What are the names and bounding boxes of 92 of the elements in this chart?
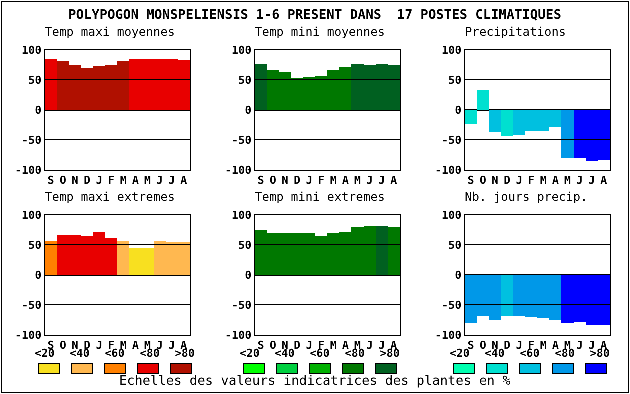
x-tick-label: M [330, 339, 338, 352]
y-tick-label: 100 [22, 208, 42, 222]
x-tick-label: A [390, 174, 398, 188]
chart-title: Nb. jours precip. [465, 190, 588, 204]
x-tick-label: D [294, 339, 301, 352]
y-tick-label: 0 [245, 268, 252, 282]
x-tick-label: N [492, 174, 499, 188]
x-tick-label: J [96, 339, 103, 352]
y-tick-label: 50 [28, 238, 42, 252]
text: Echelles des valeurs indicatrices des plantes en % [118, 374, 512, 389]
x-tick-label: J [96, 174, 103, 188]
x-tick-label: A [180, 174, 188, 188]
x-tick-label: A [132, 339, 140, 352]
x-tick-label: A [552, 174, 560, 188]
chart-title: Temp maxi extremes [45, 190, 176, 204]
x-tick-label: S [258, 174, 264, 188]
x-tick-label: J [306, 174, 313, 188]
x-tick-label: S [468, 174, 474, 188]
x-tick-label: A [342, 174, 350, 188]
category-label: <20 [450, 347, 470, 360]
x-tick-label: M [540, 174, 548, 188]
y-tick-label: 100 [442, 44, 462, 57]
x-tick-label: A [342, 339, 350, 352]
y-tick-label: -50 [22, 298, 42, 312]
x-tick-label: J [378, 174, 386, 188]
y-tick-label: 0 [455, 268, 462, 282]
x-tick-label: J [516, 174, 523, 188]
text: POLYPOGON MONSPELIENSIS 1-6 PRESENT DANS 17 POSTES CLIMATIQUES [67, 8, 563, 23]
x-tick-label: J [516, 339, 523, 352]
y-tick-label: 100 [232, 44, 252, 57]
x-tick-label: D [504, 174, 511, 188]
x-tick-label: J [168, 174, 176, 188]
x-tick-label: A [552, 339, 560, 352]
y-tick-label: 50 [28, 74, 42, 87]
x-tick-label: M [330, 174, 338, 188]
x-tick-label: J [156, 174, 164, 188]
y-tick-label: -100 [15, 164, 42, 177]
x-tick-label: M [354, 174, 362, 188]
y-tick-label: -100 [435, 164, 462, 177]
x-tick-label: J [588, 174, 596, 188]
y-tick-label: 100 [442, 208, 462, 222]
x-tick-label: M [120, 174, 128, 188]
x-tick-label: O [480, 339, 487, 352]
y-tick-label: 50 [238, 238, 252, 252]
x-tick-label: M [564, 174, 572, 188]
y-tick-label: 50 [448, 238, 462, 252]
x-tick-label: O [270, 174, 277, 188]
x-tick-label: F [108, 174, 115, 188]
x-tick-label: J [366, 339, 374, 352]
x-tick-label: J [306, 339, 313, 352]
y-tick-label: -50 [232, 134, 252, 147]
y-tick-label: -50 [22, 134, 42, 147]
y-tick-label: 100 [22, 44, 42, 57]
x-tick-label: D [294, 174, 301, 188]
x-tick-label: J [366, 174, 374, 188]
x-tick-label: J [168, 339, 176, 352]
chart-title: Temp maxi moyennes [45, 24, 176, 39]
y-tick-label: -50 [442, 298, 462, 312]
x-tick-label: O [480, 174, 487, 188]
chart-title: Precipitations [465, 24, 566, 39]
x-tick-label: D [504, 339, 511, 352]
x-tick-label: S [48, 174, 54, 188]
x-tick-label: M [144, 174, 152, 188]
x-tick-label: F [318, 174, 325, 188]
y-tick-label: 0 [35, 268, 42, 282]
y-tick-label: 100 [232, 208, 252, 222]
x-tick-label: N [72, 174, 79, 188]
y-tick-label: 50 [238, 74, 252, 87]
x-tick-label: J [576, 174, 584, 188]
x-tick-label: A [600, 174, 608, 188]
x-tick-label: M [540, 339, 548, 352]
x-tick-label: F [528, 174, 535, 188]
y-tick-label: 0 [455, 104, 462, 117]
y-tick-label: -50 [442, 134, 462, 147]
y-tick-label: -100 [15, 328, 42, 342]
y-tick-label: -100 [435, 328, 462, 342]
y-tick-label: -100 [225, 164, 252, 177]
chart-title: Temp mini extremes [255, 190, 386, 204]
y-tick-label: 0 [245, 104, 252, 117]
x-tick-label: D [84, 174, 91, 188]
x-tick-label: O [60, 339, 67, 352]
x-tick-label: J [576, 339, 584, 352]
x-tick-label: A [132, 174, 140, 188]
x-tick-label: O [270, 339, 277, 352]
x-tick-label: O [60, 174, 67, 188]
y-tick-label: 0 [35, 104, 42, 117]
category-label: <20 [240, 347, 260, 360]
y-tick-label: -100 [225, 328, 252, 342]
y-tick-label: -50 [232, 298, 252, 312]
y-tick-label: 50 [448, 74, 462, 87]
chart-title: Temp mini moyennes [255, 24, 386, 39]
x-tick-label: N [282, 174, 289, 188]
